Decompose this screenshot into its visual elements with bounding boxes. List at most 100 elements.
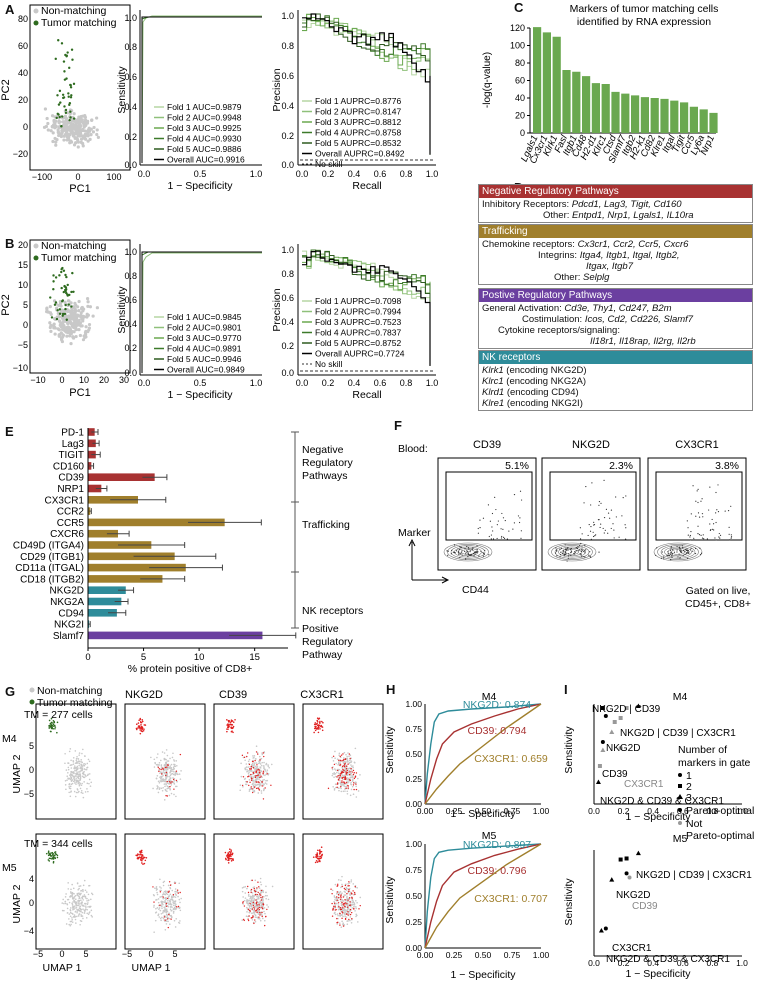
i-point-label: NKG2D | CD39 | CX3CR1	[636, 870, 752, 881]
pca-ytick: −10	[13, 363, 28, 373]
umap-dot	[334, 911, 336, 914]
umap-dot	[157, 898, 160, 900]
umap-dot-expr	[241, 784, 244, 787]
umap-dot	[338, 761, 340, 763]
flow-dot	[495, 508, 497, 511]
umap-dot	[165, 923, 168, 925]
i-point	[618, 857, 623, 862]
umap-dot	[347, 891, 350, 894]
umap-dot-expr	[172, 894, 175, 896]
umap-dot	[73, 908, 75, 910]
umap-dot-expr	[337, 921, 339, 924]
umap-dot-hl	[141, 858, 143, 860]
umap-dot	[349, 903, 352, 905]
umap-dot	[246, 906, 248, 909]
flow-dot	[563, 553, 565, 555]
flow-dot	[566, 560, 568, 562]
umap-dot	[245, 763, 248, 765]
pca-dot-tumor	[63, 105, 66, 108]
umap-dot	[154, 887, 156, 890]
umap-dot	[160, 904, 163, 906]
umap-dot	[84, 903, 87, 905]
umap-dot	[83, 755, 86, 757]
roc-xtick: 1.0	[250, 169, 263, 179]
umap-dot-expr	[331, 902, 333, 905]
i-legend-symbol-2	[678, 784, 682, 788]
umap-dot-expr	[348, 753, 351, 755]
flow-dot	[555, 547, 557, 549]
umap-dot-expr	[341, 765, 344, 768]
pca-xtick: 20	[99, 375, 109, 385]
umap-dot	[76, 773, 79, 776]
flow-dot	[589, 551, 591, 553]
pca-dot	[69, 139, 73, 143]
pr-xtick: 0.2	[322, 169, 335, 179]
umap-dot	[170, 763, 173, 766]
flow-dot	[598, 504, 600, 506]
flow-dot	[687, 527, 689, 529]
umap-dot-hl	[56, 731, 58, 734]
umap-dot-hl	[316, 853, 319, 856]
umap-dot	[341, 883, 343, 886]
umap-dot	[170, 784, 173, 786]
umap-dot	[260, 901, 263, 904]
umap-dot	[243, 886, 245, 888]
roc-overall-line	[141, 16, 262, 163]
umap-dot	[83, 762, 85, 765]
umap-dot-expr	[258, 781, 260, 784]
umap-dot	[165, 776, 168, 778]
umap-dot	[253, 897, 255, 900]
pca-dot	[92, 125, 96, 130]
umap-dot	[262, 784, 265, 787]
legend-entry: Fold 5 AUC=0.9946	[167, 354, 242, 364]
pca-dot-tumor	[54, 301, 58, 304]
i-xtick: 0.2	[618, 958, 630, 968]
umap-dot-expr	[336, 786, 338, 789]
umap-dot	[69, 924, 72, 927]
flow-dot	[590, 538, 592, 540]
pca-dot	[72, 119, 77, 123]
umap-dot-hl	[142, 729, 145, 732]
pca-dot-tumor	[64, 111, 68, 115]
umap-dot	[265, 763, 267, 766]
umap-dot	[70, 783, 73, 786]
flow-dot	[690, 547, 692, 549]
pca-ytick: 0	[23, 122, 28, 132]
umap-dot-expr	[248, 915, 250, 917]
umap-dot	[167, 884, 170, 887]
umap-dot-hl	[50, 717, 53, 720]
panel-h-roc: 1.000.750.500.250.000.00 0.25 0.50 0.75 1.00…	[385, 691, 550, 981]
umap-dot	[255, 762, 258, 764]
umap-dot-expr	[339, 907, 342, 909]
umap-dot	[172, 908, 175, 911]
umap-dot-expr	[355, 788, 358, 791]
flow-dot	[609, 517, 611, 519]
flow-dot	[593, 524, 596, 526]
h-ylabel: Sensitivity	[385, 726, 396, 774]
umap-dot	[332, 785, 334, 788]
flow-dot	[482, 517, 485, 519]
umap-dot	[261, 753, 264, 756]
pca-dot	[69, 332, 73, 336]
umap-dot-expr	[354, 893, 356, 896]
umap-dot	[346, 778, 348, 781]
bar	[640, 97, 649, 133]
umap-dot-expr	[336, 891, 339, 893]
umap-dot	[83, 768, 86, 770]
i-point-label: CX3CR1	[624, 779, 664, 790]
umap-dot	[337, 879, 340, 881]
umap-dot-expr	[344, 884, 347, 887]
roc-ytick: 0.6	[124, 72, 137, 82]
flow-dot	[618, 536, 620, 538]
umap-dot-expr	[353, 907, 355, 910]
umap-dot	[85, 768, 88, 771]
umap-dot	[80, 890, 82, 892]
umap-dot	[343, 757, 345, 759]
umap-dot-hl	[229, 857, 231, 860]
umap-dot	[179, 778, 182, 780]
umap-dot	[354, 910, 356, 912]
roc-ytick: 1.0	[124, 13, 137, 23]
umap-xtick: −5	[122, 949, 132, 959]
pca-dot-tumor	[69, 84, 72, 87]
